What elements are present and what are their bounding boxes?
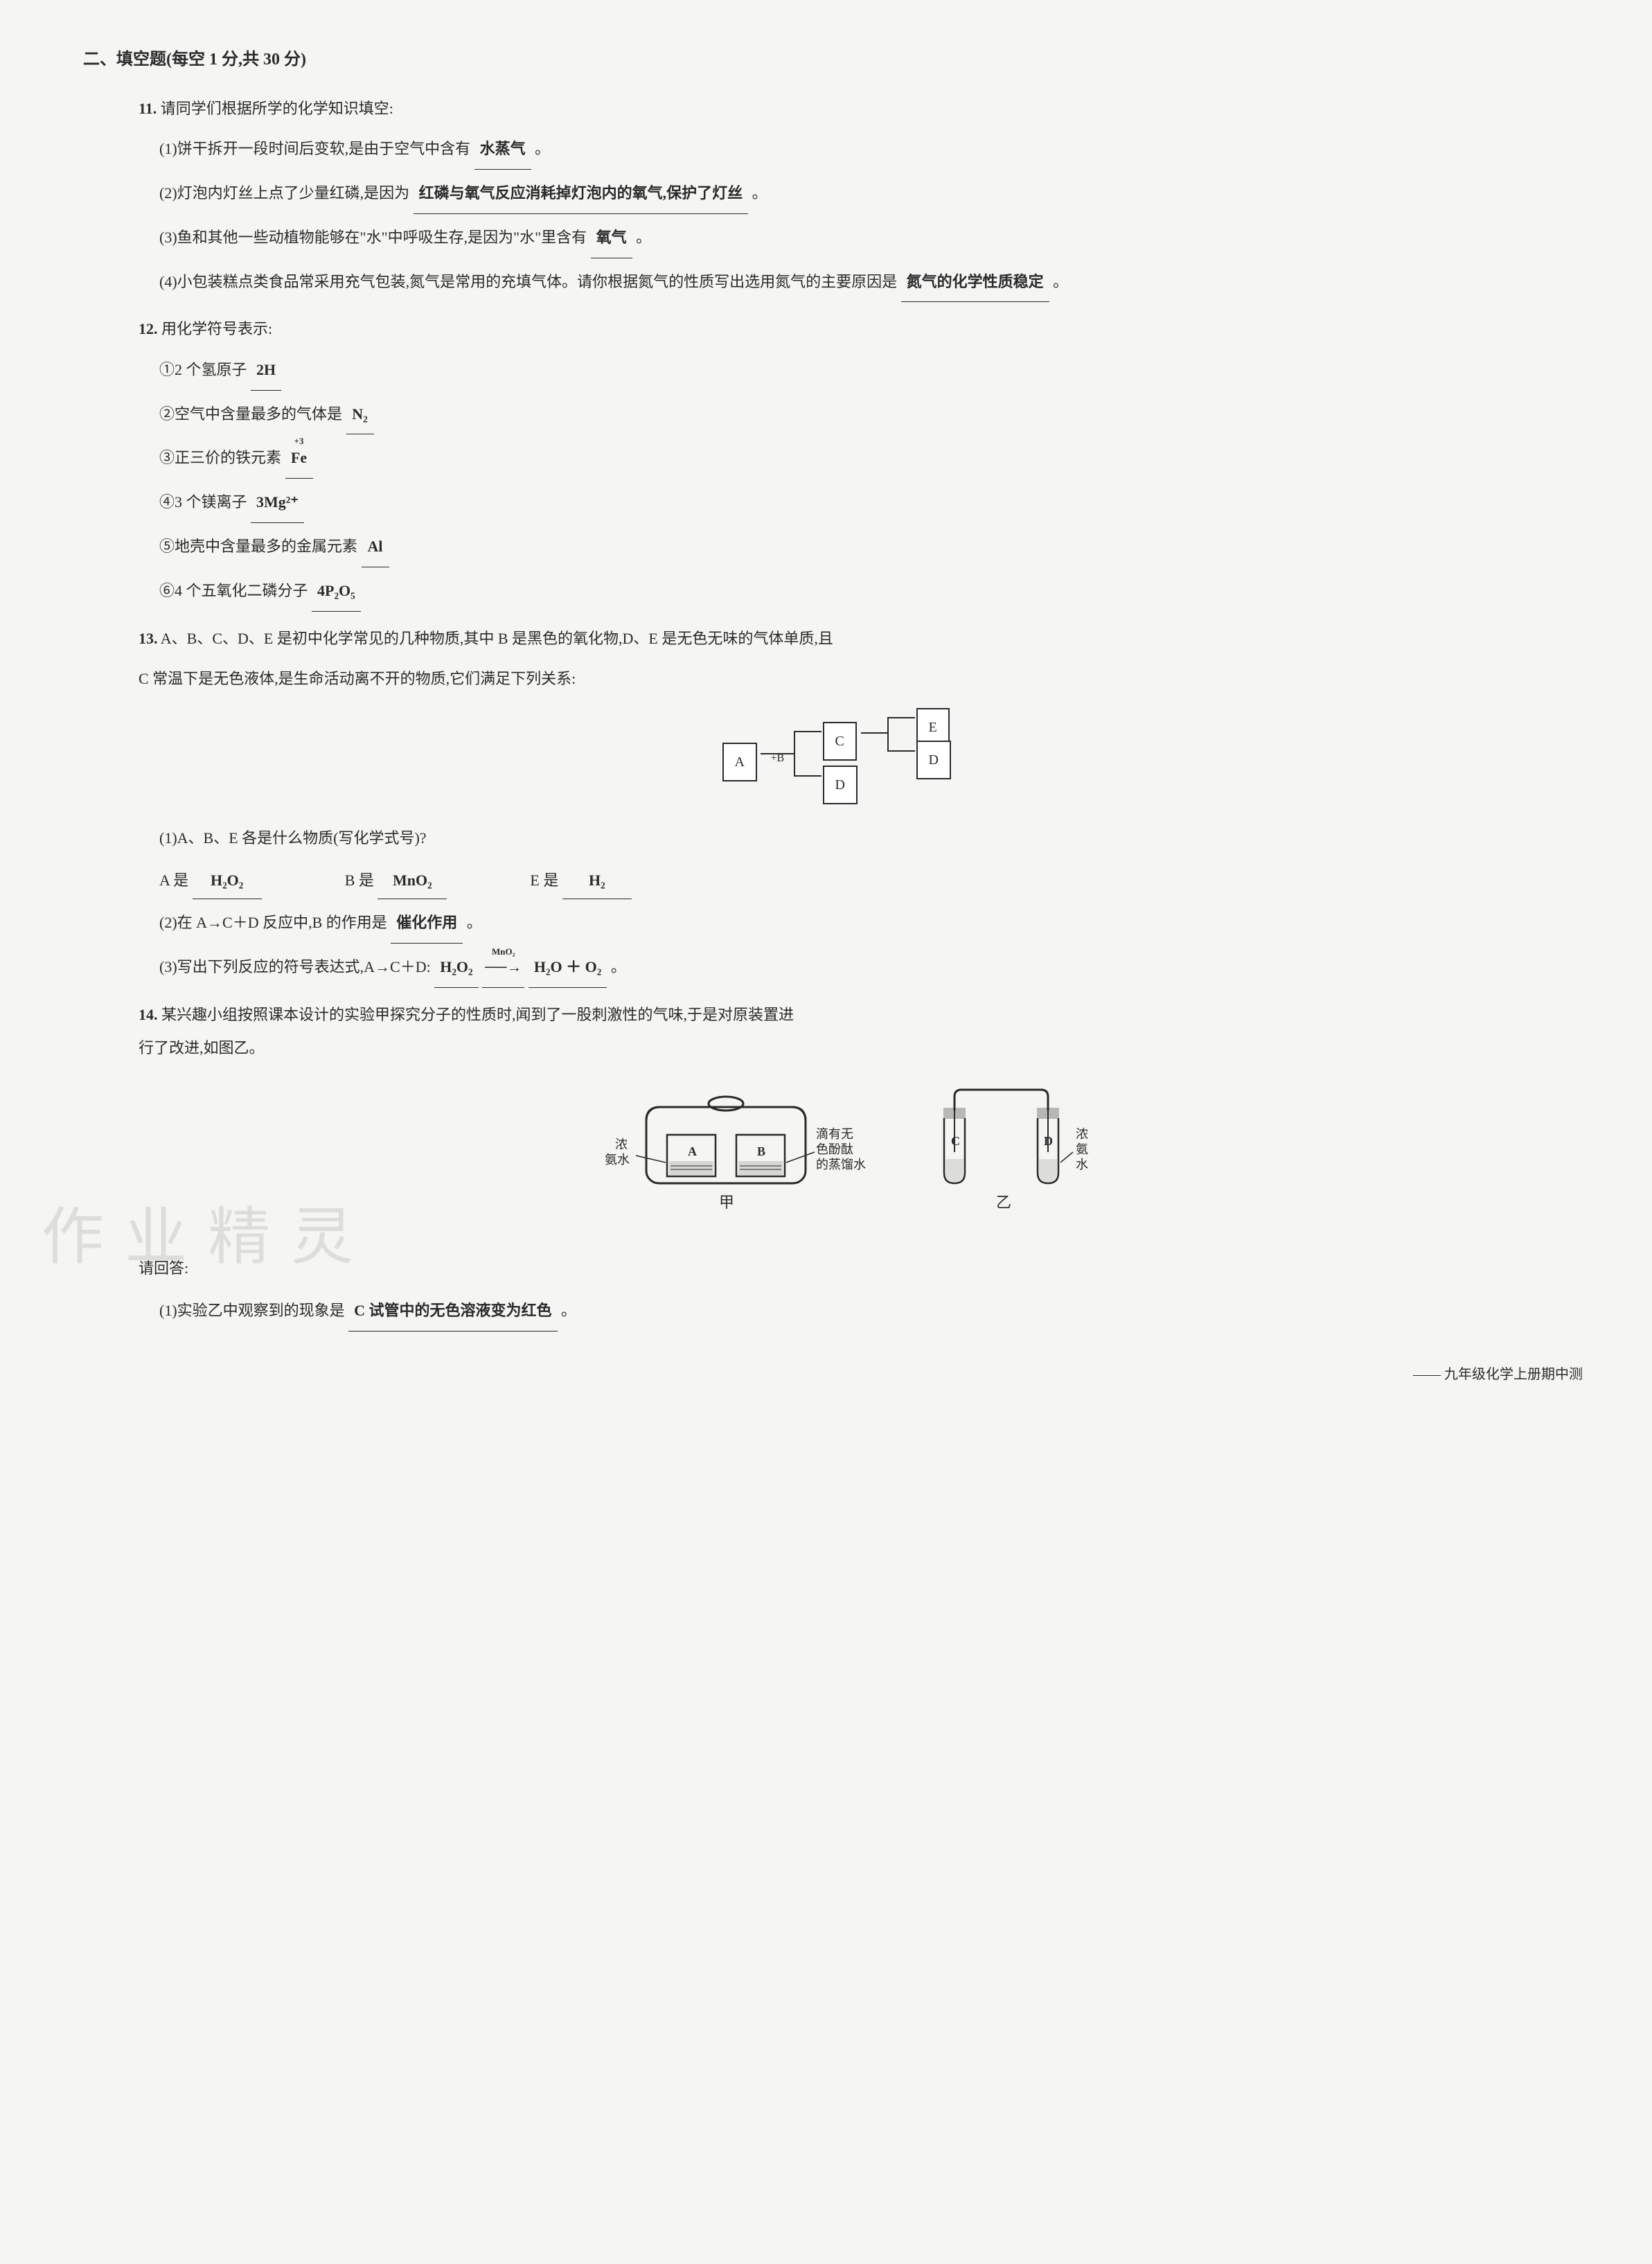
q12-item-4: ④3 个镁离子 3Mg²⁺ (159, 484, 1583, 523)
q14-prompt: 请回答: (139, 1250, 1583, 1287)
q13-sub1: (1)A、B、E 各是什么物质(写化学式号)? (159, 820, 1583, 857)
q11-item-1: (1)饼干拆开一段时间后变软,是由于空气中含有 水蒸气 。 (159, 131, 1583, 170)
q11-4-suffix: 。 (1053, 273, 1068, 290)
q12-num: 12. (139, 320, 158, 337)
q13-sub3-prefix: (3)写出下列反应的符号表达式,A→C＋D: (159, 958, 431, 975)
page-footer: —— 九年级化学上册期中测 (83, 1359, 1583, 1390)
q14-num: 14. (139, 1006, 158, 1023)
q13-B-ans: MnO₂ (378, 864, 447, 899)
q11-item-4: (4)小包装糕点类食品常采用充气包装,氮气是常用的充填气体。请你根据氮气的性质写… (159, 264, 1583, 303)
q13-sub1-prefix: (1)A、B、E 各是什么物质(写化学式号)? (159, 829, 427, 847)
box-D: D (823, 766, 858, 804)
q12-4-prefix: ④3 个镁离子 (159, 493, 247, 511)
svg-text:A: A (688, 1144, 697, 1158)
svg-text:的蒸馏水: 的蒸馏水 (816, 1158, 866, 1171)
q12-1-answer: 2H (251, 352, 281, 391)
q13-sub3-left: H₂O₂ (434, 949, 478, 988)
footer-text: 九年级化学上册期中测 (1444, 1367, 1583, 1382)
q12-3-prefix: ③正三价的铁元素 (159, 449, 281, 466)
q13-sub1-answers: A 是 H₂O₂ B 是 MnO₂ E 是 H₂ (159, 864, 1583, 899)
experiment-svg: A B 浓 氨水 滴有无 色酚酞 的蒸馏水 甲 C (577, 1079, 1145, 1218)
q13-stem2: C 常温下是无色液体,是生命活动离不开的物质,它们满足下列关系: (139, 661, 1583, 698)
q12-stem: 用化学符号表示: (161, 320, 272, 337)
q13-A-label: A 是 (159, 872, 188, 889)
q11-2-answer: 红磷与氧气反应消耗掉灯泡内的氧气,保护了灯丝 (414, 175, 749, 214)
q12-2-answer: N₂ (346, 396, 374, 435)
question-12: 12. 用化学符号表示: ①2 个氢原子 2H ②空气中含量最多的气体是 N₂ … (139, 312, 1583, 611)
q12-5-prefix: ⑤地壳中含量最多的金属元素 (159, 538, 357, 555)
section-title: 二、填空题(每空 1 分,共 30 分) (83, 42, 1583, 78)
q14-sub1: (1)实验乙中观察到的现象是 C 试管中的无色溶液变为红色 。 (159, 1293, 1583, 1332)
question-13: 13. A、B、C、D、E 是初中化学常见的几种物质,其中 B 是黑色的氧化物,… (139, 622, 1583, 988)
q13-num: 13. (139, 630, 158, 647)
q11-num: 11. (139, 100, 157, 117)
q13-B-label: B 是 (345, 872, 374, 889)
q11-3-suffix: 。 (636, 229, 651, 246)
q11-1-suffix: 。 (535, 140, 550, 157)
q14-sub1-answer: C 试管中的无色溶液变为红色 (348, 1293, 557, 1332)
q14-stem2: 行了改进,如图乙。 (139, 1032, 1583, 1065)
q13-sub2-answer: 催化作用 (391, 905, 463, 944)
q12-3-top: +3 (294, 430, 304, 452)
svg-text:滴有无: 滴有无 (816, 1127, 853, 1141)
q12-2-prefix: ②空气中含量最多的气体是 (159, 405, 342, 423)
q13-sub2: (2)在 A→C＋D 反应中,B 的作用是 催化作用 。 (159, 905, 1583, 944)
label-plusB: +B (771, 746, 785, 770)
q14-diagram: A B 浓 氨水 滴有无 色酚酞 的蒸馏水 甲 C (139, 1079, 1583, 1230)
svg-text:浓: 浓 (615, 1138, 628, 1151)
q11-4-prefix: (4)小包装糕点类食品常采用充气包装,氮气是常用的充填气体。请你根据氮气的性质写… (159, 273, 897, 290)
q12-3-answer: +3 Fe (285, 440, 313, 479)
svg-text:C: C (951, 1134, 960, 1148)
q12-item-3: ③正三价的铁元素 +3 Fe (159, 440, 1583, 479)
svg-text:氨: 氨 (1076, 1142, 1088, 1156)
q13-E-ans: H₂ (562, 864, 632, 899)
q12-item-1: ①2 个氢原子 2H (159, 352, 1583, 391)
q13-sub3-cat: MnO₂ (492, 941, 515, 962)
q11-1-prefix: (1)饼干拆开一段时间后变软,是由于空气中含有 (159, 140, 470, 157)
q11-3-prefix: (3)鱼和其他一些动植物能够在"水"中呼吸生存,是因为"水"里含有 (159, 229, 587, 246)
q13-sub2-suffix: 。 (467, 914, 482, 931)
q13-sub3: (3)写出下列反应的符号表达式,A→C＋D: H₂O₂ MnO₂ ──→ H₂O… (159, 949, 1583, 988)
q13-E-label: E 是 (530, 872, 558, 889)
q14-sub1-suffix: 。 (561, 1302, 576, 1319)
q11-item-3: (3)鱼和其他一些动植物能够在"水"中呼吸生存,是因为"水"里含有 氧气 。 (159, 220, 1583, 258)
q14-sub1-prefix: (1)实验乙中观察到的现象是 (159, 1302, 345, 1319)
svg-text:氨水: 氨水 (605, 1153, 630, 1167)
q11-4-answer: 氮气的化学性质稳定 (901, 264, 1049, 303)
q13-A-ans: H₂O₂ (193, 864, 262, 899)
q11-1-answer: 水蒸气 (474, 131, 531, 170)
q12-item-5: ⑤地壳中含量最多的金属元素 Al (159, 529, 1583, 567)
q12-item-2: ②空气中含量最多的气体是 N₂ (159, 396, 1583, 435)
box-D2: D (916, 741, 951, 779)
q11-3-answer: 氧气 (591, 220, 632, 258)
svg-text:乙: 乙 (996, 1194, 1011, 1211)
q12-5-answer: Al (362, 529, 389, 567)
q13-sub3-right: H₂O ＋ O₂ (529, 949, 607, 988)
q11-item-2: (2)灯泡内灯丝上点了少量红磷,是因为 红磷与氧气反应消耗掉灯泡内的氧气,保护了… (159, 175, 1583, 214)
question-14: 14. 某兴趣小组按照课本设计的实验甲探究分子的性质时,闻到了一股刺激性的气味,… (139, 998, 1583, 1332)
question-11: 11. 请同学们根据所学的化学知识填空: (1)饼干拆开一段时间后变软,是由于空… (139, 92, 1583, 303)
svg-text:水: 水 (1076, 1158, 1088, 1171)
svg-text:甲: 甲 (719, 1194, 734, 1211)
q12-item-6: ⑥4 个五氧化二磷分子 4P₂O₅ (159, 573, 1583, 612)
box-A: A (722, 743, 757, 781)
q12-4-answer: 3Mg²⁺ (251, 484, 304, 523)
q11-2-prefix: (2)灯泡内灯丝上点了少量红磷,是因为 (159, 184, 409, 202)
svg-text:浓: 浓 (1076, 1127, 1088, 1141)
q13-sub2-prefix: (2)在 A→C＋D 反应中,B 的作用是 (159, 914, 387, 931)
q11-stem: 请同学们根据所学的化学知识填空: (161, 100, 393, 117)
box-C: C (823, 722, 857, 761)
q13-diagram: A +B C D E D (139, 711, 1583, 806)
q14-stem1: 某兴趣小组按照课本设计的实验甲探究分子的性质时,闻到了一股刺激性的气味,于是对原… (161, 1006, 794, 1023)
q11-2-suffix: 。 (752, 184, 767, 202)
svg-text:色酚酞: 色酚酞 (816, 1142, 853, 1156)
q13-stem1: A、B、C、D、E 是初中化学常见的几种物质,其中 B 是黑色的氧化物,D、E … (161, 630, 833, 647)
q12-6-prefix: ⑥4 个五氧化二磷分子 (159, 582, 308, 599)
q13-sub3-suffix: 。 (611, 958, 626, 975)
q12-1-prefix: ①2 个氢原子 (159, 361, 247, 378)
q12-6-answer: 4P₂O₅ (312, 573, 361, 612)
svg-text:B: B (757, 1144, 765, 1158)
